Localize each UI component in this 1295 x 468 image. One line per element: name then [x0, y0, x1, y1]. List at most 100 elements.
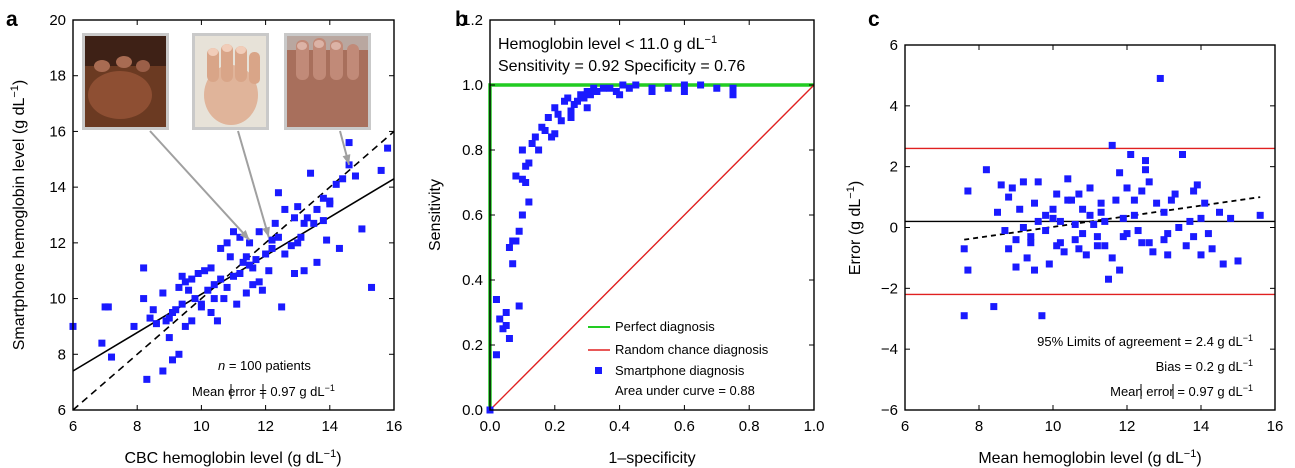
data-point [1142, 157, 1149, 165]
data-point [175, 350, 183, 358]
data-point [217, 244, 225, 252]
data-point [1005, 245, 1013, 253]
fingernail-photo-2 [192, 33, 269, 130]
data-point [1090, 220, 1098, 228]
y-tick-label: −6 [881, 402, 898, 419]
data-point [1001, 227, 1009, 235]
data-point [729, 84, 737, 92]
data-point [220, 295, 228, 303]
data-point [351, 172, 359, 180]
data-point [236, 270, 244, 277]
inset-arrow-head [342, 154, 351, 165]
y-tick-label: −2 [881, 280, 898, 297]
data-point [1208, 245, 1216, 253]
panel-c-loa-annotation: 95% Limits of agreement = 2.4 g dL−1 [1037, 333, 1253, 349]
data-point [1108, 254, 1116, 262]
data-point [492, 351, 500, 359]
x-tick-label: 1.0 [804, 418, 825, 435]
data-point [505, 335, 513, 342]
x-tick-label: 6 [69, 418, 77, 435]
data-point [1075, 245, 1083, 253]
data-point [522, 162, 530, 170]
data-point [319, 217, 327, 225]
y-tick-label: 18 [49, 68, 66, 85]
data-point [339, 175, 347, 183]
data-point [146, 314, 154, 322]
data-point [143, 375, 151, 383]
panel-b-title-line-2: Sensitivity = 0.92 Specificity = 0.76 [498, 58, 745, 75]
data-point [541, 127, 549, 134]
panel-b-legend: Perfect diagnosis Random chance diagnosi… [588, 319, 769, 398]
data-point [1190, 233, 1198, 241]
data-point [1086, 184, 1094, 192]
data-point [310, 219, 318, 227]
data-point [1105, 275, 1112, 283]
data-point [1097, 208, 1105, 216]
data-point [1082, 251, 1090, 259]
data-point [1160, 236, 1168, 244]
data-point [246, 261, 254, 269]
data-point [515, 227, 523, 235]
data-point [335, 244, 343, 252]
data-point [1064, 175, 1072, 183]
data-point [492, 296, 500, 303]
data-point [1112, 196, 1120, 204]
panel-c-bland-altman: c 6 8 10 12 14 16 −6 −4 −2 0 2 4 6 95% Limits of agr… [845, 8, 1283, 467]
data-point [557, 117, 565, 125]
x-tick-label: 0.6 [674, 418, 695, 435]
data-point [1123, 184, 1131, 192]
data-point [1186, 217, 1194, 225]
data-point [1119, 233, 1127, 241]
data-point [278, 303, 286, 311]
data-point [1182, 242, 1190, 250]
data-point [1042, 211, 1050, 219]
data-point [210, 281, 218, 289]
panel-a-mean-error-annotation: Mean error = 0.97 g dL−1 [192, 383, 335, 399]
data-point [1193, 181, 1201, 189]
data-point [1116, 169, 1124, 177]
data-point [1005, 193, 1013, 201]
data-point [997, 181, 1005, 189]
data-point [567, 114, 575, 121]
data-point [551, 104, 559, 112]
panel-c-x-axis-label: Mean hemoglobin level (g dL−1) [978, 448, 1201, 467]
data-point [1160, 208, 1168, 216]
data-point [544, 114, 552, 121]
panel-b-x-axis-label: 1–specificity [608, 450, 695, 467]
data-point [332, 180, 340, 188]
data-point [1179, 151, 1186, 158]
data-point [1123, 230, 1131, 238]
data-point [265, 267, 273, 275]
data-point [1138, 187, 1146, 195]
data-point [616, 91, 624, 99]
x-tick-label: 16 [386, 418, 403, 435]
data-point [258, 286, 266, 294]
fingernail-photo-1 [82, 33, 169, 130]
data-point [294, 203, 302, 211]
legend-label-random: Random chance diagnosis [615, 342, 769, 357]
data-point [271, 219, 279, 227]
panel-a-x-axis-label: CBC hemoglobin level (g dL−1) [124, 448, 341, 467]
data-point [307, 169, 315, 177]
data-point [1130, 211, 1138, 219]
data-point [268, 236, 276, 244]
data-point [290, 214, 298, 222]
data-point [226, 253, 234, 261]
data-point [130, 322, 138, 330]
data-point [313, 205, 321, 213]
data-point [960, 312, 968, 320]
y-tick-label: −4 [881, 341, 898, 358]
data-point [207, 309, 215, 316]
data-point [249, 281, 257, 289]
data-point [606, 84, 614, 92]
trend-line [964, 196, 1261, 241]
data-point [300, 267, 308, 275]
data-point [358, 225, 366, 233]
data-point [255, 278, 263, 286]
data-point [326, 200, 334, 208]
data-point [1008, 184, 1016, 192]
y-tick-label: 10 [49, 291, 66, 308]
panel-c-letter: c [868, 8, 880, 31]
data-point [680, 88, 688, 95]
